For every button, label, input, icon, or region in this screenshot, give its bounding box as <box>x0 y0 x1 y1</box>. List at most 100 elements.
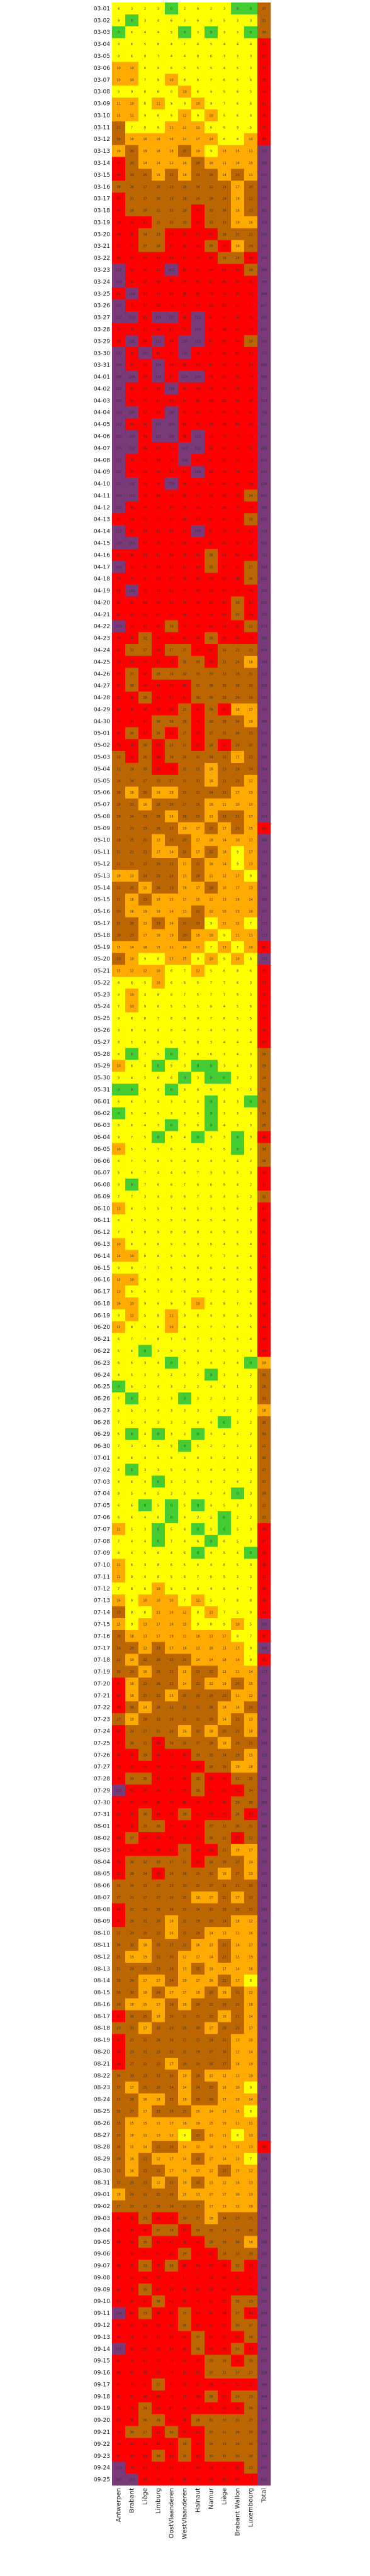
cell-value-label: 40 <box>143 660 147 664</box>
cell-value-label: 4 <box>223 1492 225 1496</box>
cell-value-label: 11 <box>156 103 160 106</box>
heatmap-cell <box>138 275 152 288</box>
cell-value-label: 45 <box>182 1753 186 1757</box>
heatmap-cell <box>244 965 258 977</box>
cell-value-label: 61 <box>116 2419 120 2423</box>
cell-value-label: 12 <box>249 1694 252 1698</box>
heatmap-cell <box>205 905 218 918</box>
cell-value-label: 29 <box>196 1932 199 1936</box>
cell-value-label: 52 <box>130 565 133 569</box>
heatmap-cell <box>231 893 245 906</box>
cell-value-label: 16 <box>209 1646 213 1650</box>
heatmap-cell <box>205 192 218 205</box>
heatmap-cell <box>125 240 139 252</box>
cell-value-label: 305 <box>261 637 267 641</box>
heatmap-cell <box>205 358 218 371</box>
cell-value-label: 4 <box>144 1112 146 1116</box>
heatmap-cell <box>244 822 258 835</box>
cell-value-label: 93 <box>143 375 147 379</box>
heatmap-cell <box>138 192 152 205</box>
cell-value-label: 6 <box>118 1362 120 1365</box>
cell-value-label: 23 <box>249 2467 252 2470</box>
cell-value-label: 21 <box>222 1944 226 1948</box>
cell-value-label: 19 <box>235 221 239 225</box>
heatmap-cell <box>205 655 218 669</box>
cell-value-label: 33 <box>116 2169 120 2173</box>
cell-value-label: 7 <box>157 1017 159 1021</box>
heatmap-cell <box>165 169 179 181</box>
heatmap-cell <box>165 941 179 953</box>
cell-value-label: 36 <box>143 1813 147 1817</box>
heatmap-cell <box>244 406 258 419</box>
cell-value-label: 404 <box>261 649 267 653</box>
heatmap-cell <box>231 584 245 597</box>
cell-value-label: 8 <box>118 1053 120 1057</box>
heatmap-cell <box>178 216 192 229</box>
cell-value-label: 93 <box>222 494 226 498</box>
heatmap-cell <box>165 929 179 941</box>
heatmap-cell <box>152 299 165 312</box>
cell-value-label: 33 <box>130 174 133 177</box>
heatmap-cell <box>125 430 139 443</box>
cell-value-label: 22 <box>249 1837 252 1841</box>
cell-value-label: 25 <box>156 1944 160 1948</box>
cell-value-label: 9 <box>210 103 212 106</box>
cell-value-label: 26 <box>249 696 252 700</box>
cell-value-label: 184 <box>261 839 267 843</box>
heatmap-cell <box>191 62 205 74</box>
heatmap-cell <box>178 14 192 27</box>
heatmap-cell <box>165 3 179 15</box>
heatmap-cell <box>257 739 271 752</box>
cell-value-label: 17 <box>235 874 239 878</box>
heatmap-cell <box>191 762 205 775</box>
cell-value-label: 14 <box>249 2098 252 2102</box>
cell-value-label: 122 <box>195 447 201 450</box>
heatmap-cell <box>178 762 192 775</box>
cell-value-label: 40 <box>156 767 160 771</box>
heatmap-cell <box>218 584 232 597</box>
cell-value-label: 29 <box>209 1718 213 1722</box>
cell-value-label: 25 <box>196 1967 199 1971</box>
cell-value-label: 15 <box>116 946 120 950</box>
cell-value-label: 15 <box>182 1670 186 1674</box>
heatmap-cell <box>125 50 139 62</box>
heatmap-cell <box>257 264 271 276</box>
cell-value-label: 0 <box>223 1077 225 1080</box>
heatmap-cell <box>112 453 126 467</box>
cell-value-label: 63 <box>249 387 252 391</box>
heatmap-cell <box>231 50 245 62</box>
cell-value-label: 8 <box>144 1017 146 1021</box>
cell-value-label: 32 <box>196 1884 199 1888</box>
cell-value-label: 5 <box>118 1172 120 1175</box>
cell-value-label: 40 <box>116 732 120 736</box>
cell-value-label: 5 <box>144 1314 146 1318</box>
cell-value-label: 2 <box>250 1195 252 1199</box>
cell-value-label: 12 <box>143 1646 147 1650</box>
cell-value-label: 5 <box>144 1326 146 1330</box>
cell-value-label: 20 <box>249 744 252 748</box>
heatmap-cell <box>152 644 165 657</box>
cell-value-label: 53 <box>156 744 160 748</box>
heatmap-cell <box>112 703 126 716</box>
cell-value-label: 7 <box>250 1587 252 1591</box>
cell-value-label: 55 <box>156 1765 160 1769</box>
heatmap-cell <box>165 727 179 740</box>
heatmap-cell <box>152 477 165 490</box>
cell-value-label: 17 <box>143 2027 147 2031</box>
cell-value-label: 15 <box>235 756 239 760</box>
cell-value-label: 36 <box>222 649 226 653</box>
cell-value-label: 8 <box>171 1291 172 1294</box>
cell-value-label: 6 <box>118 1338 120 1341</box>
heatmap-cell <box>191 3 205 15</box>
heatmap-cell <box>244 703 258 716</box>
cell-value-label: 30 <box>262 1421 266 1424</box>
heatmap-cell <box>138 608 152 621</box>
cell-value-label: 92 <box>169 458 173 462</box>
cell-value-label: 49 <box>196 601 199 605</box>
cell-value-label: 9 <box>118 1077 120 1080</box>
cell-value-label: 0 <box>223 1516 225 1519</box>
cell-value-label: 73 <box>143 470 147 474</box>
cell-value-label: 22 <box>222 779 226 783</box>
cell-value-label: 8 <box>197 55 199 58</box>
cell-value-label: 28 <box>156 2039 160 2043</box>
